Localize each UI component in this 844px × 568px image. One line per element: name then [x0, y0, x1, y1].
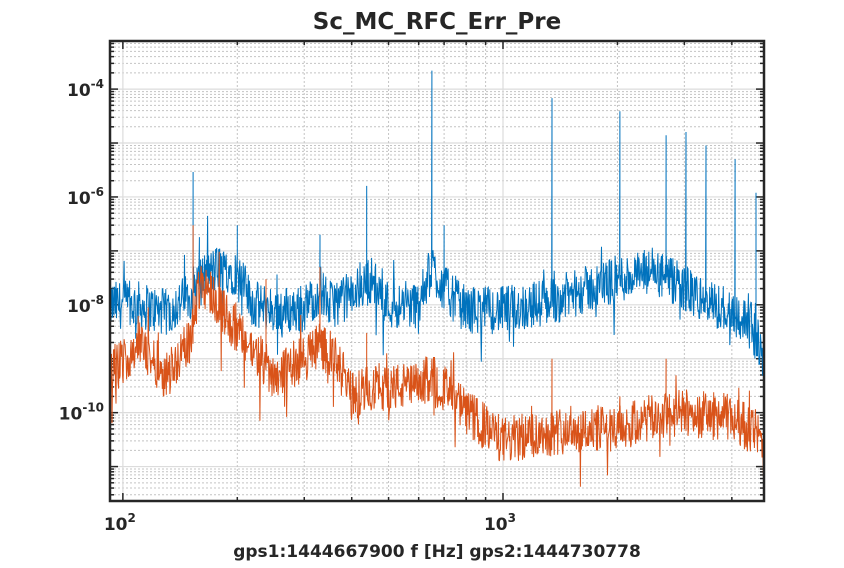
chart-title: Sc_MC_RFC_Err_Pre — [313, 9, 561, 35]
y-tick-label: 10-8 — [67, 293, 104, 317]
series-line-0 — [109, 70, 765, 376]
x-tick-label: 102 — [104, 511, 136, 535]
x-tick-label: 103 — [484, 511, 516, 535]
tick-labels: 10-4 10-6 10-8 10-10 102 103 — [59, 77, 516, 535]
y-tick-label: 10-6 — [67, 185, 104, 209]
plot-frame — [108, 39, 766, 503]
series-line-1 — [109, 225, 765, 487]
y-tick-label: 10-10 — [59, 401, 104, 425]
series-lines — [109, 70, 765, 487]
y-tick-label: 10-4 — [67, 77, 104, 101]
x-axis-label: gps1:1444667900 f [Hz] gps2:1444730778 — [233, 542, 641, 562]
